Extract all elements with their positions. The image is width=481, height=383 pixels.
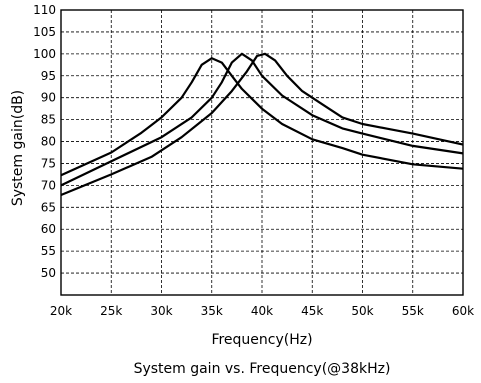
y-tick-label: 110 [33,3,56,17]
x-tick-label: 60k [452,304,474,318]
y-axis-label: System gain(dB) [10,90,26,206]
y-tick-label: 60 [41,222,56,236]
tick-labels: 50 55 60 65 70 75 80 85 90 95 100 105 110 20k 25k 30k 35… [33,3,474,318]
y-tick-label: 105 [33,25,56,39]
y-tick-label: 85 [41,113,56,127]
x-axis-label: Frequency(Hz) [211,332,312,348]
x-tick-label: 40k [251,304,273,318]
x-tick-label: 45k [301,304,323,318]
y-tick-label: 70 [41,178,56,192]
y-tick-label: 90 [41,91,56,105]
y-tick-label: 50 [41,266,56,280]
gain-curve-2 [60,52,464,187]
x-tick-label: 55k [402,304,424,318]
x-tick-label: 35k [201,304,223,318]
y-tick-label: 75 [41,156,56,170]
x-tick-label: 30k [150,304,172,318]
x-tick-label: 50k [351,304,373,318]
curves [60,52,464,197]
y-tick-label: 65 [41,200,56,214]
x-tick-label: 25k [100,304,122,318]
gain-curve-3 [60,52,464,197]
y-tick-label: 100 [33,47,56,61]
chart-caption: System gain vs. Frequency(@38kHz) [134,361,391,377]
y-tick-label: 95 [41,69,56,83]
x-tick-label: 20k [50,304,72,318]
grid-lines [61,9,463,295]
gain-curve-1 [60,57,464,177]
y-tick-label: 55 [41,244,56,258]
y-tick-label: 80 [41,135,56,149]
